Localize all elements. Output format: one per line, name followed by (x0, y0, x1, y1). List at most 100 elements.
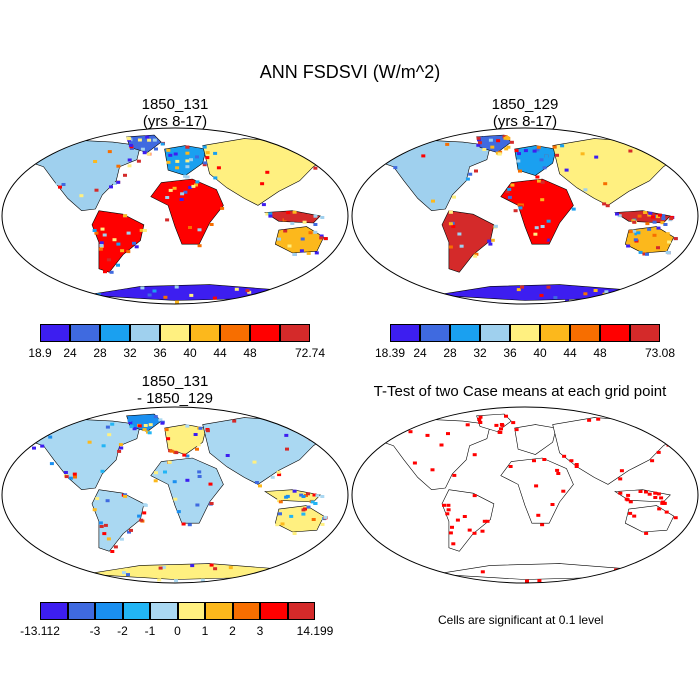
grid-cell (665, 232, 670, 236)
grid-cell (139, 228, 144, 232)
continent-australia (274, 505, 325, 533)
grid-cell (533, 232, 538, 236)
grid-cell (173, 152, 178, 156)
grid-cell (310, 500, 315, 504)
colorbar-1-box (250, 324, 280, 342)
grid-cell (647, 213, 652, 217)
grid-cell (117, 449, 122, 453)
grid-cell (127, 137, 132, 141)
map-3-land (22, 413, 335, 583)
continent-maritime (264, 210, 321, 224)
grid-cell (618, 477, 623, 481)
colorbar-1-tick-label: 28 (93, 346, 107, 360)
grid-cell (293, 425, 298, 429)
grid-cell (446, 503, 451, 507)
colorbar-2-tick-label: 36 (503, 346, 517, 360)
panel1-title: 1850_131 (yrs 8-17) (75, 96, 275, 130)
grid-cell (123, 173, 127, 177)
colorbar-2-tick-label: 44 (563, 346, 577, 360)
grid-cell (662, 501, 667, 505)
colorbar-3-box (232, 602, 260, 620)
grid-cell (193, 433, 198, 436)
grid-cell (506, 145, 511, 149)
colorbar-1-tick-label: 36 (153, 346, 167, 360)
map-4-frame (351, 406, 699, 584)
grid-cell (379, 152, 384, 156)
grid-cell (633, 238, 638, 242)
grid-cell (543, 238, 548, 242)
grid-cell (643, 211, 648, 214)
grid-cell (542, 458, 547, 461)
panel3-title: 1850_131 - 1850_129 (75, 373, 275, 407)
grid-cell (72, 472, 77, 476)
grid-cell (93, 160, 98, 163)
grid-cell (535, 175, 540, 179)
grid-cell (585, 298, 590, 302)
map-4-land (372, 413, 685, 583)
grid-cell (260, 182, 265, 186)
grid-cell (194, 183, 198, 187)
grid-cell (168, 188, 173, 192)
grid-cell (465, 177, 470, 181)
map-3-frame (1, 406, 349, 584)
grid-cell (301, 512, 306, 516)
colorbar-2-tick-label: 18.39 (374, 346, 406, 360)
grid-cell (158, 566, 163, 570)
grid-cell (252, 460, 257, 464)
colorbar-3-tick-label: 14.199 (296, 624, 334, 638)
colorbar-1-box (70, 324, 100, 342)
grid-cell (195, 180, 200, 184)
grid-cell (99, 525, 104, 528)
grid-cell (300, 296, 305, 300)
grid-cell (180, 192, 185, 196)
colorbar-3-tick-label: -13.112 (20, 624, 60, 638)
grid-cell (647, 492, 652, 496)
grid-cell (642, 252, 647, 256)
colorbar-1-tick-label: 18.9 (28, 346, 52, 360)
grid-cell (198, 426, 203, 430)
grid-cell (92, 508, 97, 512)
grid-cell (313, 502, 318, 505)
grid-cell (261, 203, 266, 207)
grid-cell (630, 232, 635, 236)
grid-cell (478, 415, 483, 419)
grid-cell (284, 433, 289, 437)
grid-cell (320, 495, 325, 498)
grid-cell (500, 423, 505, 427)
grid-cell (504, 147, 509, 151)
grid-cell (213, 176, 218, 180)
grid-cell (258, 484, 262, 488)
grid-cell (152, 138, 157, 142)
grid-cell (106, 537, 111, 541)
grid-cell (137, 138, 142, 142)
grid-cell (208, 482, 213, 486)
grid-cell (632, 232, 637, 236)
grid-cell (499, 427, 503, 431)
grid-cell (645, 252, 649, 256)
grid-cell (143, 503, 148, 507)
grid-cell (107, 150, 112, 154)
grid-cell (105, 425, 110, 429)
continent-south-america (91, 210, 145, 273)
grid-cell (517, 203, 522, 207)
grid-cell (289, 514, 294, 518)
grid-cell (145, 135, 150, 139)
grid-cell (626, 244, 631, 248)
grid-cell (188, 186, 193, 189)
grid-cell (234, 287, 239, 291)
grid-cell (275, 523, 280, 527)
grid-cell (628, 149, 633, 153)
grid-cell (299, 249, 304, 253)
grid-cell (571, 207, 576, 211)
grid-cell (652, 233, 657, 237)
grid-cell (408, 430, 413, 434)
colorbar-2-box (630, 324, 660, 342)
continent-antarctica (434, 563, 657, 580)
grid-cell (209, 223, 214, 226)
colorbar-3-tick-label: -1 (144, 624, 156, 638)
grid-cell (473, 254, 478, 258)
grid-cell (183, 174, 188, 178)
grid-cell (666, 251, 671, 255)
grid-cell (319, 236, 324, 240)
grid-cell (209, 502, 214, 505)
